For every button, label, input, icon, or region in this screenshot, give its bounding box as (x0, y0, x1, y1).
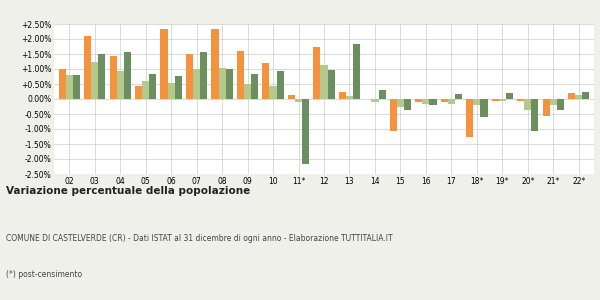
Bar (277, 71, 284, 99)
Bar (200, 52, 208, 99)
Bar (568, 93, 575, 99)
Bar (422, 99, 430, 103)
Text: (*) post-censimento: (*) post-censimento (6, 270, 82, 279)
Bar (269, 86, 277, 99)
Bar (59, 69, 66, 99)
Bar (320, 64, 328, 99)
Bar (135, 85, 142, 99)
Bar (244, 84, 251, 99)
Bar (186, 54, 193, 99)
Bar (542, 99, 550, 116)
Bar (149, 74, 157, 99)
Bar (295, 99, 302, 102)
Bar (440, 99, 448, 102)
Bar (473, 99, 481, 105)
Bar (302, 99, 309, 164)
Bar (262, 63, 269, 99)
Bar (66, 75, 73, 99)
Bar (499, 99, 506, 100)
Bar (251, 74, 258, 99)
Bar (557, 99, 564, 110)
Bar (550, 99, 557, 105)
Bar (455, 94, 462, 99)
Bar (346, 96, 353, 99)
Bar (448, 99, 455, 103)
Bar (524, 99, 532, 110)
Bar (167, 82, 175, 99)
Bar (506, 93, 513, 99)
Bar (397, 99, 404, 106)
Bar (430, 99, 437, 105)
Bar (390, 99, 397, 130)
Bar (160, 28, 167, 99)
Bar (466, 99, 473, 136)
Bar (98, 54, 106, 99)
Bar (110, 56, 116, 99)
Bar (237, 51, 244, 99)
Text: COMUNE DI CASTELVERDE (CR) - Dati ISTAT al 31 dicembre di ogni anno - Elaborazio: COMUNE DI CASTELVERDE (CR) - Dati ISTAT … (6, 234, 392, 243)
Bar (379, 90, 386, 99)
Bar (371, 99, 379, 102)
Bar (116, 70, 124, 99)
Bar (353, 44, 360, 99)
Legend: Castelverde, Provincia di CR, Lombardia: Castelverde, Provincia di CR, Lombardia (194, 0, 454, 1)
Bar (124, 52, 131, 99)
Bar (218, 68, 226, 99)
Bar (582, 92, 589, 99)
Bar (211, 28, 218, 99)
Bar (491, 99, 499, 100)
Bar (532, 99, 538, 130)
Text: Variazione percentuale della popolazione: Variazione percentuale della popolazione (6, 186, 250, 196)
Bar (175, 76, 182, 99)
Bar (288, 94, 295, 99)
Bar (84, 36, 91, 99)
Bar (193, 69, 200, 99)
Bar (415, 99, 422, 102)
Bar (73, 75, 80, 99)
Bar (517, 99, 524, 100)
Bar (575, 94, 582, 99)
Bar (91, 61, 98, 99)
Bar (142, 81, 149, 99)
Bar (328, 70, 335, 99)
Bar (404, 99, 411, 110)
Bar (339, 92, 346, 99)
Bar (313, 46, 320, 99)
Bar (226, 69, 233, 99)
Bar (481, 99, 488, 117)
